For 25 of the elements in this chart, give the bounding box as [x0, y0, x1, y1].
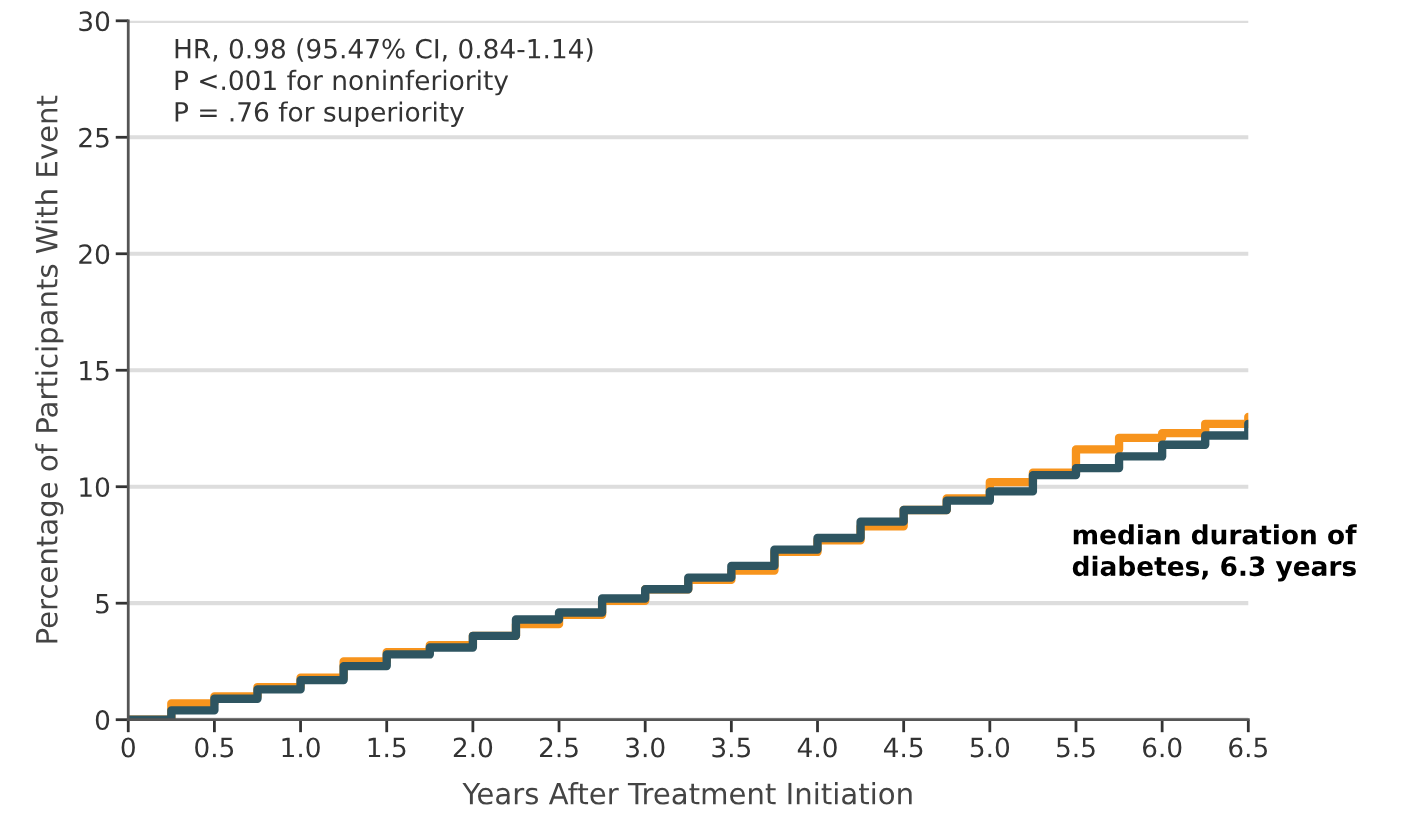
x-tick-label: 1.5 [368, 737, 406, 758]
y-tick-label: 30 [79, 11, 110, 32]
annotation: HR, 0.98 (95.47% CI, 0.84-1.14) P <.001 for noninferiority P = .76 for superiority [175, 38, 593, 127]
x-tick-label: 0.5 [195, 737, 234, 758]
x-tick-label: 6.0 [1143, 737, 1182, 758]
x-tick-label: 3.5 [712, 737, 751, 758]
y-tick-label: 20 [79, 244, 110, 265]
x-axis-title: Years After Treatment Initiation [462, 782, 912, 805]
y-tick-label: 5 [96, 593, 109, 614]
x-tick-label: 5.5 [1057, 737, 1095, 758]
x-tick-label: 0 [121, 737, 135, 758]
x-tick-label: 4.0 [797, 737, 837, 758]
x-tick-label: 6.5 [1229, 737, 1267, 758]
x-tick-label: 2.5 [539, 737, 578, 758]
y-axis-title: Percentage of Participants With Event [35, 95, 64, 643]
x-tick-label: 2.0 [453, 737, 493, 758]
y-tick-label: 15 [80, 361, 109, 381]
y-tick-label: 10 [80, 477, 110, 498]
x-tick-label: 3.0 [626, 737, 665, 758]
annotation: median duration of diabetes, 6.3 years [1072, 524, 1357, 582]
y-tick-label: 0 [95, 710, 110, 731]
y-tick-label: 25 [79, 127, 109, 148]
x-tick-label: 1.0 [282, 737, 320, 758]
x-tick-label: 5.0 [970, 737, 1010, 758]
x-tick-label: 4.5 [883, 737, 923, 758]
